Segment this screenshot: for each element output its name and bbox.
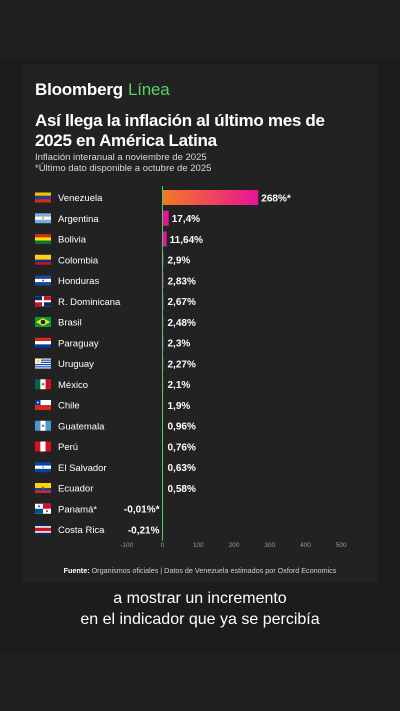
brand-suffix: Línea <box>127 80 170 99</box>
colombia-flag <box>35 254 51 265</box>
peru-flag <box>35 441 51 452</box>
chile-flag <box>35 400 51 410</box>
category-label: Ecuador <box>58 484 93 495</box>
value-label: 2,1% <box>168 380 191 391</box>
category-label: Guatemala <box>58 421 105 432</box>
panama-flag <box>35 503 51 514</box>
brazil-flag <box>35 317 51 327</box>
x-tick-label: 500 <box>336 542 347 549</box>
honduras-flag <box>35 275 51 286</box>
chart-row: Panamá* -0,01%* <box>35 501 164 517</box>
value-label: 0,58% <box>168 484 196 495</box>
data-bar <box>162 231 167 247</box>
source-text: Organismos oficiales | Datos de Venezuel… <box>91 566 337 575</box>
chart-row: Colombia 2,9% <box>35 252 191 268</box>
category-label: R. Dominicana <box>58 297 121 308</box>
uruguay-flag <box>35 358 51 369</box>
chart-row: Bolivia 11,64% <box>35 231 203 247</box>
category-label: Colombia <box>58 255 99 266</box>
bottom-band <box>0 653 400 711</box>
category-label: Costa Rica <box>58 525 105 536</box>
value-label: 1,9% <box>168 401 191 412</box>
chart-row: Argentina 17,4% <box>35 210 200 226</box>
brand-name: Bloomberg <box>35 80 123 99</box>
category-label: México <box>58 380 88 391</box>
category-label: Bolivia <box>58 235 87 246</box>
chart-row: R. Dominicana 2,67% <box>35 293 196 309</box>
x-tick-label: 300 <box>264 542 275 549</box>
chart-subtitle: Inflación interanual a noviembre de 2025 <box>35 152 207 163</box>
category-label: Paraguay <box>58 338 99 349</box>
value-label: 2,67% <box>168 297 196 308</box>
x-tick-label: 100 <box>193 542 204 549</box>
bolivia-flag <box>35 234 51 244</box>
chart-row: Costa Rica -0,21% <box>35 522 164 537</box>
x-tick-label: 0 <box>161 542 165 549</box>
chart-row: Brasil 2,48% <box>35 314 196 330</box>
chart-row: México 2,1% <box>35 376 191 392</box>
category-label: Argentina <box>58 214 99 225</box>
category-label: Brasil <box>58 318 82 329</box>
x-tick-label: -100 <box>120 542 133 549</box>
category-label: El Salvador <box>58 463 107 474</box>
chart-row: El Salvador 0,63% <box>35 459 196 475</box>
chart-row: Guatemala 0,96% <box>35 418 196 434</box>
value-label: -0,01%* <box>124 505 160 516</box>
el-salvador-flag <box>35 462 51 473</box>
value-label: 2,3% <box>168 339 191 350</box>
brand-logo: Bloomberg Línea <box>35 80 170 100</box>
chart-note: *Último dato disponible a octubre de 202… <box>35 163 212 174</box>
value-label: 2,9% <box>168 256 191 267</box>
subtitle-caption-line-2: en el indicador que ya se percibía <box>80 611 320 628</box>
category-label: Venezuela <box>58 193 103 204</box>
x-tick-label: 400 <box>300 542 311 549</box>
category-label: Panamá* <box>58 504 97 515</box>
value-label: 2,83% <box>168 276 196 287</box>
data-bar <box>162 252 164 268</box>
chart-row: Honduras 2,83% <box>35 273 196 288</box>
dominican-republic-flag <box>35 296 51 307</box>
chart-row: Chile 1,9% <box>35 397 191 413</box>
value-label: 17,4% <box>172 214 200 225</box>
value-label: 11,64% <box>170 235 203 246</box>
guatemala-flag <box>35 420 51 431</box>
value-label: 2,27% <box>168 359 196 370</box>
ecuador-flag <box>35 483 51 493</box>
source-label: Fuente: <box>63 566 90 575</box>
chart-title: Así llega la inflación al último mes de … <box>35 111 325 150</box>
data-bar <box>162 190 259 205</box>
value-label: 0,63% <box>168 463 196 474</box>
chart-row: Perú 0,76% <box>35 439 196 454</box>
category-label: Uruguay <box>58 359 94 370</box>
value-label: 2,48% <box>168 318 196 329</box>
category-label: Perú <box>58 442 78 453</box>
source-note: Fuente: Organismos oficiales | Datos de … <box>0 566 400 575</box>
argentina-flag <box>35 213 51 224</box>
venezuela-flag <box>35 192 51 203</box>
value-label: -0,21% <box>128 525 160 536</box>
chart-row: Uruguay 2,27% <box>35 356 196 371</box>
chart-card <box>22 64 378 582</box>
chart-row: Venezuela 268%* <box>35 190 291 205</box>
value-label: 0,96% <box>168 422 196 433</box>
chart-row: Ecuador 0,58% <box>35 480 196 496</box>
category-label: Honduras <box>58 276 99 287</box>
category-label: Chile <box>58 401 80 412</box>
data-bar <box>162 210 169 226</box>
subtitle-caption-line-1: a mostrar un incremento <box>113 590 287 607</box>
value-label: 0,76% <box>168 442 196 453</box>
mexico-flag <box>35 379 51 390</box>
costa-rica-flag <box>35 524 51 535</box>
paraguay-flag <box>35 337 51 348</box>
value-label: 268%* <box>261 193 291 204</box>
data-bar <box>162 273 164 288</box>
x-tick-label: 200 <box>229 542 240 549</box>
chart-row: Paraguay 2,3% <box>35 335 191 351</box>
top-band <box>0 0 400 58</box>
